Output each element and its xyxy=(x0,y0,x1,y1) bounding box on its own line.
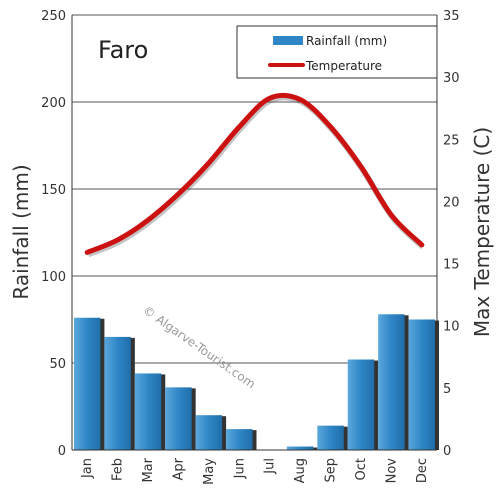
rainfall-bars xyxy=(74,314,439,450)
tick-labels: 0 50 100 150 200 250 0 5 10 15 20 25 30 35 Jan Feb Mar Ap… xyxy=(41,9,459,485)
rainfall-bar-dec xyxy=(408,319,435,450)
legend-box xyxy=(236,25,438,79)
y-tick-right: 10 xyxy=(443,320,460,335)
rainfall-bar-oct xyxy=(347,359,375,450)
x-tick-feb: Feb xyxy=(111,458,126,481)
y-tick-right: 5 xyxy=(443,382,451,397)
y-tick-left: 0 xyxy=(58,444,66,459)
rainfall-bar-jan xyxy=(74,317,101,450)
rainfall-bar-nov xyxy=(378,314,405,450)
legend-rainfall-swatch xyxy=(273,36,303,45)
temperature-line xyxy=(84,92,425,258)
x-tick-may: May xyxy=(202,458,217,485)
x-tick-oct: Oct xyxy=(354,458,369,480)
x-tick-mar: Mar xyxy=(141,457,156,482)
y-tick-right: 35 xyxy=(443,9,460,24)
x-tick-jan: Jan xyxy=(80,458,95,479)
rainfall-bar-aug xyxy=(286,446,314,450)
temperature-line-path xyxy=(84,92,425,255)
x-tick-jul: Jul xyxy=(263,458,278,475)
x-tick-aug: Aug xyxy=(293,458,308,483)
y-axis-label-left: Rainfall (mm) xyxy=(9,164,33,299)
rainfall-bar-sep xyxy=(317,425,344,450)
y-tick-left: 150 xyxy=(41,183,66,198)
rainfall-bar-apr xyxy=(165,387,192,450)
x-tick-jun: Jun xyxy=(232,458,247,479)
x-tick-nov: Nov xyxy=(384,458,399,484)
y-tick-left: 100 xyxy=(41,270,66,285)
y-tick-right: 30 xyxy=(443,71,460,86)
legend: Rainfall (mm) Temperature xyxy=(236,25,438,79)
y-axis-label-right: Max Temperature (C) xyxy=(470,127,494,337)
y-tick-right: 0 xyxy=(443,444,451,459)
x-tick-dec: Dec xyxy=(415,458,430,483)
y-tick-left: 50 xyxy=(49,357,66,372)
y-tick-right: 25 xyxy=(443,133,460,148)
legend-rainfall-label: Rainfall (mm) xyxy=(306,34,387,48)
chart-title: Faro xyxy=(98,36,148,64)
axes xyxy=(71,15,438,451)
rainfall-bar-mar xyxy=(134,373,162,450)
y-tick-left: 200 xyxy=(41,96,66,111)
rainfall-bar-feb xyxy=(104,336,131,450)
y-tick-left: 250 xyxy=(41,9,66,24)
rainfall-bar-jun xyxy=(226,429,253,450)
temperature-line-shadow xyxy=(87,94,425,258)
y-tick-right: 15 xyxy=(443,258,460,273)
y-tick-right: 20 xyxy=(443,195,460,210)
x-tick-apr: Apr xyxy=(171,457,186,480)
x-tick-sep: Sep xyxy=(324,458,339,483)
legend-temperature-label: Temperature xyxy=(305,59,382,73)
rainfall-bar-may xyxy=(195,415,223,450)
